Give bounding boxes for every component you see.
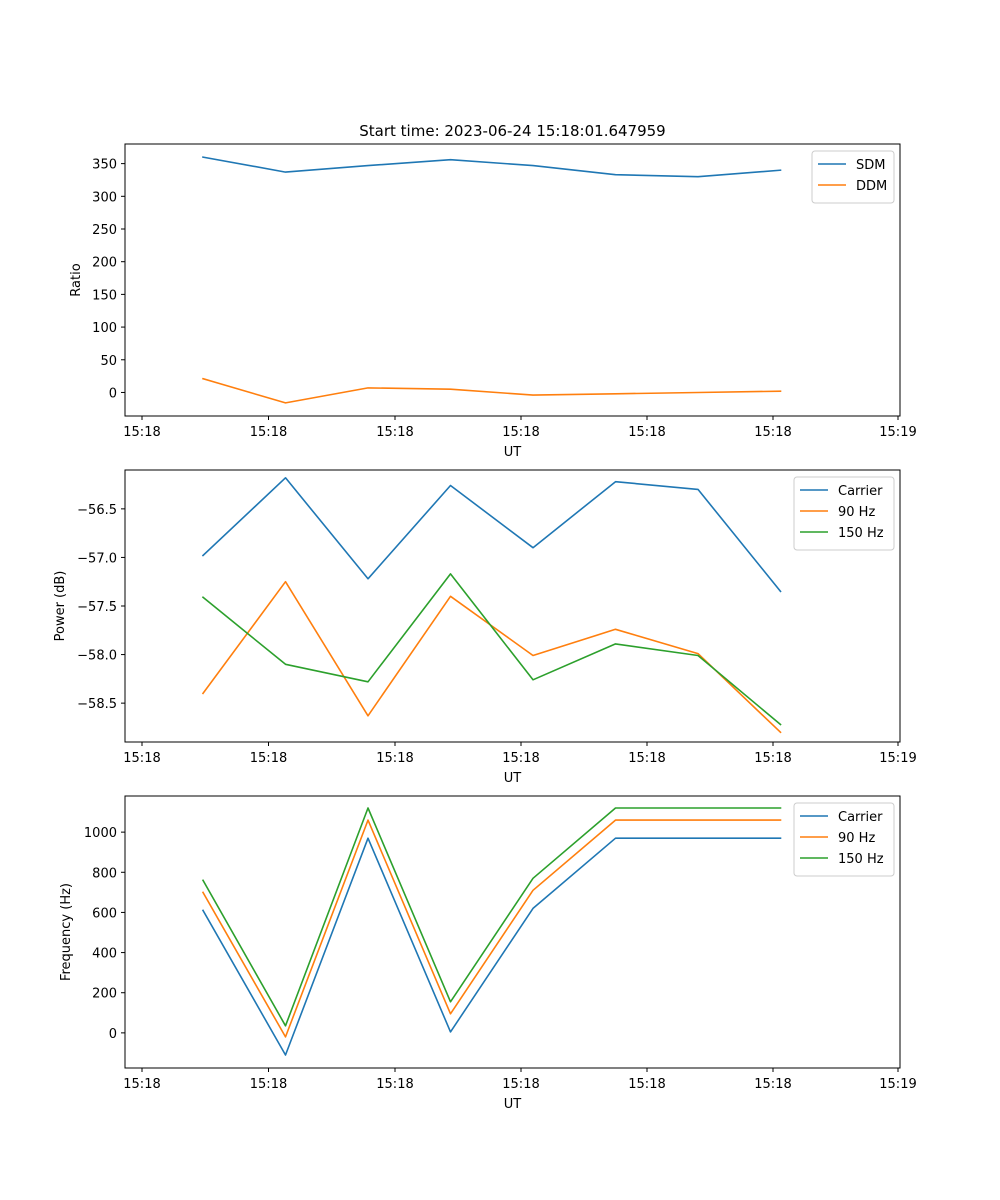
x-tick-label: 15:19	[879, 425, 916, 440]
legend-label: SDM	[856, 158, 885, 173]
y-tick-label: 600	[92, 906, 117, 921]
x-tick-label: 15:18	[754, 751, 791, 766]
y-tick-label: −58.5	[77, 697, 117, 712]
x-tick-label: 15:18	[502, 751, 539, 766]
y-tick-label: 200	[92, 987, 117, 1002]
x-tick-label: 15:18	[123, 1077, 160, 1092]
legend-label: DDM	[856, 179, 887, 194]
x-tick-label: 15:18	[250, 425, 287, 440]
power-panel: 15:18 15:18 15:18 15:18 15:18 15:18 15:19 −58.5…	[53, 469, 917, 786]
x-tick-label: 15:18	[628, 425, 665, 440]
y-tick-label: 0	[109, 1027, 117, 1042]
y-tick-label: 150	[92, 288, 117, 303]
legend-label: 90 Hz	[838, 505, 875, 520]
y-axis-label: Power (dB)	[53, 571, 68, 642]
x-tick-label: 15:18	[502, 1077, 539, 1092]
legend-label: 150 Hz	[838, 526, 884, 541]
y-tick-label: −57.0	[77, 551, 117, 566]
y-tick-label: 300	[92, 190, 117, 205]
legend-label: 150 Hz	[838, 852, 884, 867]
frequency-panel: 15:18 15:18 15:18 15:18 15:18 15:18 15:19 0 200 4…	[59, 795, 917, 1112]
series-line-150-hz	[201, 807, 782, 1027]
legend: Carrier 90 Hz 150 Hz	[793, 802, 895, 877]
y-tick-label: 100	[92, 321, 117, 336]
legend-label: Carrier	[838, 484, 883, 499]
y-axis-label: Frequency (Hz)	[59, 883, 74, 981]
y-tick-label: −57.5	[77, 600, 117, 615]
y-tick-label: 200	[92, 256, 117, 271]
x-tick-label: 15:18	[628, 751, 665, 766]
x-tick-label: 15:18	[754, 425, 791, 440]
ratio-panel: 15:18 15:18 15:18 15:18 15:18 15:18 15:19 0 50 10…	[69, 143, 917, 460]
ratio-plot-frame	[124, 143, 901, 417]
x-tick-label: 15:18	[250, 751, 287, 766]
y-axis-label: Ratio	[69, 263, 84, 296]
x-tick-label: 15:18	[376, 751, 413, 766]
y-tick-label: 350	[92, 158, 117, 173]
x-tick-label: 15:18	[376, 425, 413, 440]
x-axis-label: UT	[504, 445, 522, 460]
x-tick-label: 15:18	[123, 425, 160, 440]
y-tick-label: 0	[109, 386, 117, 401]
x-tick-label: 15:19	[879, 751, 916, 766]
series-line-sdm	[202, 156, 782, 178]
legend-label: 90 Hz	[838, 831, 875, 846]
x-tick-label: 15:18	[628, 1077, 665, 1092]
x-tick-label: 15:18	[376, 1077, 413, 1092]
legend: SDM DDM	[811, 150, 895, 204]
series-line-carrier	[201, 837, 782, 1056]
y-tick-label: −58.0	[77, 649, 117, 664]
legend: Carrier 90 Hz 150 Hz	[793, 476, 895, 551]
y-tick-label: 250	[92, 223, 117, 238]
y-tick-label: 800	[92, 866, 117, 881]
x-tick-label: 15:18	[250, 1077, 287, 1092]
y-tick-label: 50	[100, 354, 117, 369]
x-axis-label: UT	[504, 1097, 522, 1112]
y-tick-label: 1000	[84, 826, 117, 841]
chart-title: Start time: 2023-06-24 15:18:01.647959	[359, 122, 665, 140]
x-tick-label: 15:19	[879, 1077, 916, 1092]
series-line-ddm	[202, 377, 782, 404]
y-tick-label: 400	[92, 947, 117, 962]
frequency-plot-frame	[124, 795, 901, 1069]
x-axis-label: UT	[504, 771, 522, 786]
x-tick-label: 15:18	[502, 425, 539, 440]
series-line-carrier	[201, 476, 782, 593]
series-line-150-hz	[201, 573, 782, 726]
x-tick-label: 15:18	[123, 751, 160, 766]
series-line-90-hz	[201, 819, 782, 1038]
legend-label: Carrier	[838, 810, 883, 825]
x-tick-label: 15:18	[754, 1077, 791, 1092]
y-tick-label: −56.5	[77, 503, 117, 518]
